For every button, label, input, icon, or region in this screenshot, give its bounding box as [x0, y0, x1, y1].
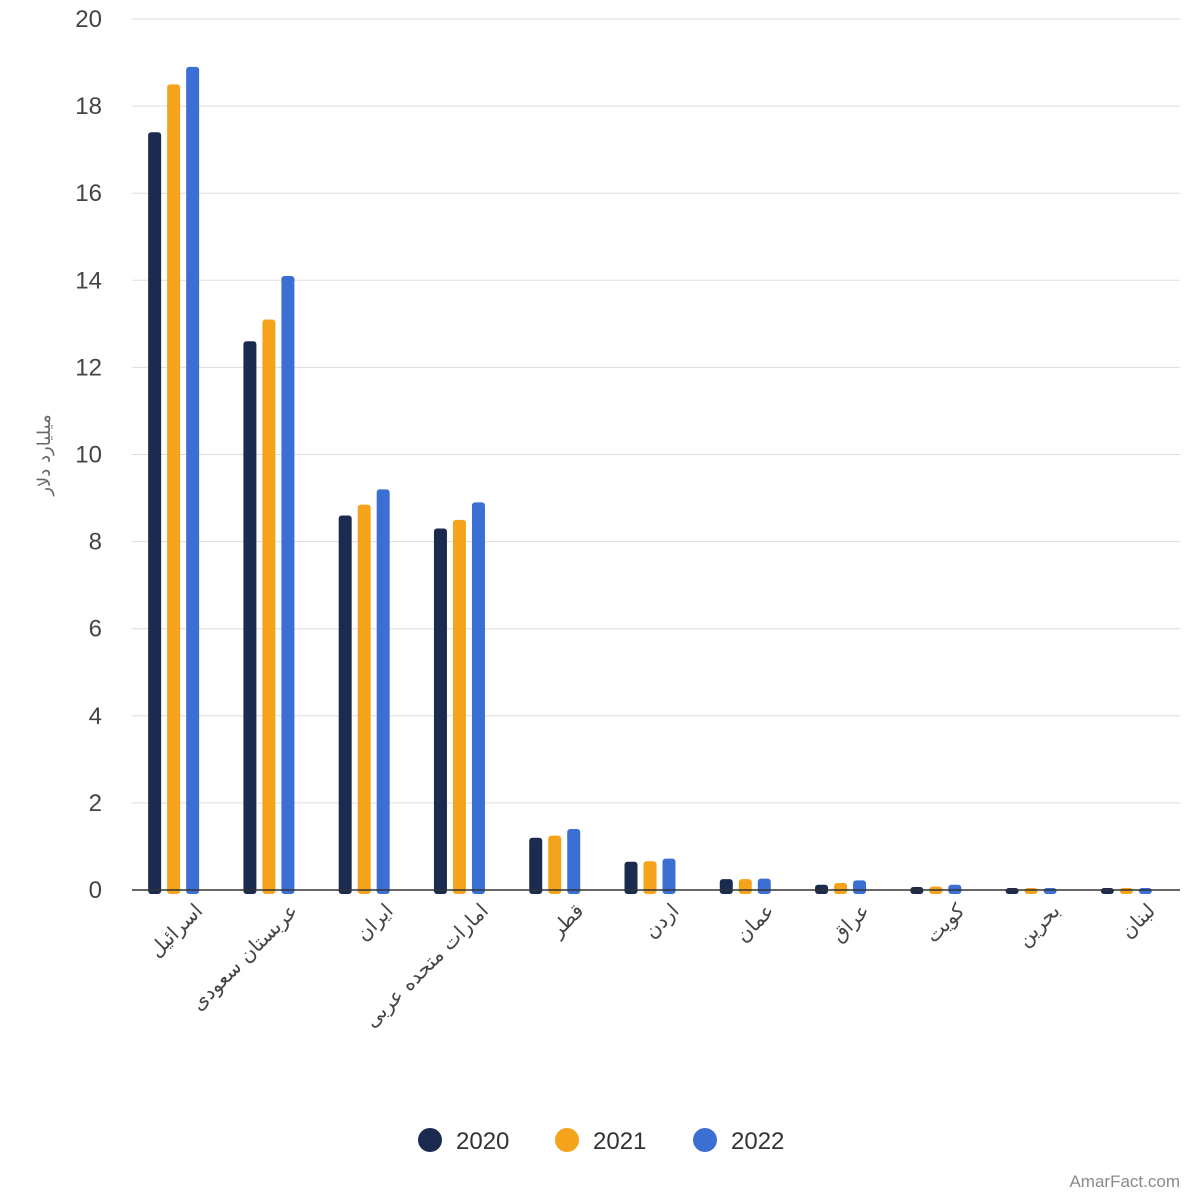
- bar-2021-0: [167, 84, 181, 894]
- x-tick-label: بحرین: [1012, 899, 1065, 952]
- bar-2022-4: [567, 829, 581, 894]
- bar-2022-6: [757, 878, 771, 894]
- x-tick-label: ایران: [351, 899, 398, 946]
- bar-2021-1: [262, 319, 276, 894]
- x-tick-label: کویت: [921, 898, 970, 947]
- y-axis-title: میلیارد دلار: [34, 414, 55, 496]
- y-tick-label: 8: [89, 529, 102, 556]
- gridlines: [132, 18, 1180, 804]
- bar-2020-3: [433, 528, 447, 894]
- y-tick-label: 2: [89, 790, 102, 817]
- bar-2020-2: [338, 515, 352, 894]
- bar-2021-3: [452, 519, 466, 894]
- x-tick-label: عمان: [731, 899, 779, 947]
- bar-2021-6: [738, 879, 752, 894]
- y-tick-label: 12: [75, 354, 102, 381]
- bar-2022-0: [186, 66, 200, 894]
- bar-2020-10: [1100, 888, 1114, 894]
- y-tick-label: 16: [75, 180, 102, 207]
- bar-2020-9: [1005, 888, 1019, 894]
- bar-2022-9: [1043, 888, 1057, 894]
- watermark: AmarFact.com: [1069, 1172, 1180, 1191]
- bar-2022-7: [853, 880, 867, 894]
- bar-2021-5: [643, 861, 657, 894]
- bar-2021-9: [1024, 888, 1038, 894]
- y-tick-label: 20: [75, 6, 102, 33]
- legend: 2020 2021 2022: [418, 1128, 784, 1155]
- bar-2020-6: [719, 879, 733, 894]
- x-tick-label: اسرائیل: [144, 899, 207, 962]
- bar-2022-2: [376, 489, 390, 894]
- x-tick-label: قطر: [544, 899, 588, 943]
- x-tick-label: عراق: [826, 899, 874, 947]
- y-axis-ticks: 0 2 4 6 8 10 12 14 16 18 20: [75, 6, 102, 904]
- y-tick-label: 18: [75, 93, 102, 120]
- bar-2021-7: [834, 883, 848, 894]
- bar-2021-10: [1119, 888, 1133, 894]
- y-tick-label: 6: [89, 616, 102, 643]
- bar-2021-2: [357, 504, 371, 894]
- bar-2020-4: [529, 837, 543, 894]
- legend-label-2020: 2020: [456, 1128, 509, 1155]
- y-tick-label: 0: [89, 877, 102, 904]
- bar-2022-10: [1138, 888, 1152, 894]
- bar-2020-5: [624, 861, 638, 894]
- y-tick-label: 10: [75, 442, 102, 469]
- y-tick-label: 4: [89, 703, 102, 730]
- x-tick-label: اردن: [639, 899, 683, 943]
- bar-2022-5: [662, 858, 676, 894]
- legend-label-2021: 2021: [593, 1128, 646, 1155]
- legend-marker-2020: [418, 1128, 442, 1152]
- bar-2022-3: [471, 502, 485, 894]
- legend-marker-2022: [693, 1128, 717, 1152]
- legend-marker-2021: [555, 1128, 579, 1152]
- bars: [148, 66, 1152, 895]
- bar-2020-0: [148, 132, 162, 895]
- legend-label-2022: 2022: [731, 1128, 784, 1155]
- bar-2020-1: [243, 341, 257, 894]
- bar-2022-1: [281, 275, 295, 894]
- x-tick-label: لبنان: [1115, 899, 1160, 944]
- y-tick-label: 14: [75, 267, 102, 294]
- bar-2021-4: [548, 835, 562, 894]
